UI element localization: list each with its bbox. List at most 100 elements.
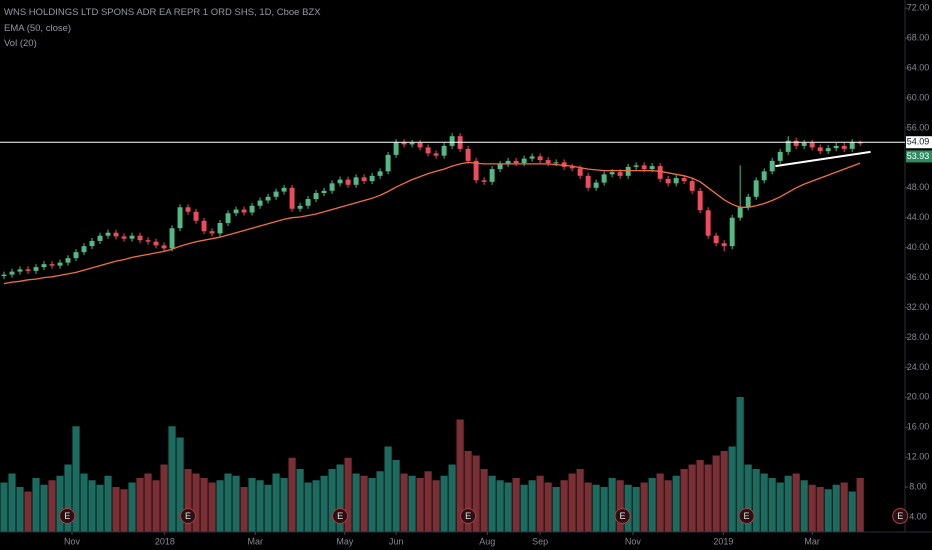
candle-body xyxy=(617,172,623,176)
volume-bar xyxy=(480,469,488,532)
volume-bar xyxy=(624,484,632,532)
volume-bar xyxy=(600,487,608,532)
x-tick-label: Jun xyxy=(389,536,404,546)
volume-bar xyxy=(816,487,824,532)
y-tick-label: 12.00 xyxy=(907,452,930,462)
x-tick-label: Mar xyxy=(248,536,264,546)
volume-bar xyxy=(568,473,576,532)
candle-body xyxy=(809,142,815,148)
y-tick-label: 24.00 xyxy=(907,362,930,372)
volume-bar xyxy=(216,480,224,532)
volume-bar xyxy=(360,475,368,532)
candle-body xyxy=(441,145,447,156)
volume-bar xyxy=(96,484,104,532)
volume-bar xyxy=(848,491,856,532)
volume-bar xyxy=(160,464,168,532)
volume-bar xyxy=(616,480,624,532)
candle-body xyxy=(353,177,359,185)
volume-bar xyxy=(248,478,256,532)
candle-body xyxy=(201,220,207,232)
volume-bar xyxy=(40,484,48,532)
volume-bar xyxy=(120,489,128,532)
volume-bar xyxy=(528,480,536,532)
candle-body xyxy=(577,168,583,176)
candle-body xyxy=(817,147,823,152)
x-tick-label: Sep xyxy=(532,536,548,546)
volume-bar xyxy=(168,426,176,532)
candle-body xyxy=(297,205,303,209)
earnings-marker xyxy=(460,508,477,524)
volume-bar xyxy=(328,469,336,532)
volume-bar xyxy=(728,446,736,532)
y-tick-label: 4.00 xyxy=(909,511,927,521)
candle-body xyxy=(489,169,495,182)
last-price-label: 53.93 xyxy=(907,151,930,161)
candle-body xyxy=(705,210,711,236)
candle-body xyxy=(609,172,615,175)
volume-bar xyxy=(144,473,152,532)
earnings-label: E xyxy=(64,511,70,521)
candle-body xyxy=(257,200,263,206)
candle-body xyxy=(73,252,79,259)
volume-bar xyxy=(136,478,144,532)
candle-body xyxy=(329,183,335,191)
candle-body xyxy=(169,228,175,249)
candle-body xyxy=(793,140,799,146)
candle-body xyxy=(537,156,543,161)
volume-bar xyxy=(608,478,616,532)
earnings-marker xyxy=(614,508,631,524)
candle-body xyxy=(9,271,15,275)
earnings-marker xyxy=(738,508,755,524)
volume-bar xyxy=(264,484,272,532)
candle-body xyxy=(521,158,527,164)
candle-body xyxy=(385,154,391,172)
volume-bar xyxy=(712,455,720,532)
candle-body xyxy=(145,240,151,242)
volume-bar xyxy=(720,451,728,532)
volume-bar xyxy=(760,473,768,532)
candle-body xyxy=(785,140,791,152)
earnings-marker xyxy=(892,508,909,524)
candle-body xyxy=(585,175,591,188)
candle-body xyxy=(209,231,215,234)
volume-bar xyxy=(672,475,680,532)
volume-bar xyxy=(32,478,40,532)
volume-bar xyxy=(384,446,392,532)
ema-legend: EMA (50, close) xyxy=(4,23,71,34)
volume-bar xyxy=(112,487,120,532)
volume-bar xyxy=(552,487,560,532)
candle-body xyxy=(25,269,31,271)
volume-bar xyxy=(200,478,208,532)
volume-bar xyxy=(584,482,592,532)
candle-body xyxy=(89,240,95,247)
candle-body xyxy=(217,222,223,234)
x-tick-label: Nov xyxy=(625,536,642,546)
volume-bar xyxy=(472,455,480,532)
candle-body xyxy=(513,160,519,164)
volume-bar xyxy=(496,480,504,532)
volume-bar xyxy=(192,473,200,532)
volume-bar xyxy=(520,484,528,532)
candle-body xyxy=(625,166,631,176)
candle-body xyxy=(153,241,159,246)
volume-bar xyxy=(640,482,648,532)
x-tick-label: 2019 xyxy=(713,536,733,546)
volume-bar xyxy=(824,489,832,532)
candle-body xyxy=(81,246,87,253)
y-tick-label: 20.00 xyxy=(907,392,930,402)
volume-bar xyxy=(416,478,424,532)
volume-bar xyxy=(696,460,704,532)
volume-bar xyxy=(808,484,816,532)
candle-body xyxy=(33,267,39,271)
candle-body xyxy=(193,211,199,221)
earnings-label: E xyxy=(465,511,471,521)
y-tick-label: 36.00 xyxy=(907,272,930,282)
candle-body xyxy=(689,181,695,191)
volume-bar xyxy=(440,475,448,532)
candle-body xyxy=(57,262,63,266)
candle-body xyxy=(753,180,759,197)
plot-area xyxy=(0,133,871,532)
candle-body xyxy=(433,153,439,156)
volume-bar xyxy=(312,480,320,532)
